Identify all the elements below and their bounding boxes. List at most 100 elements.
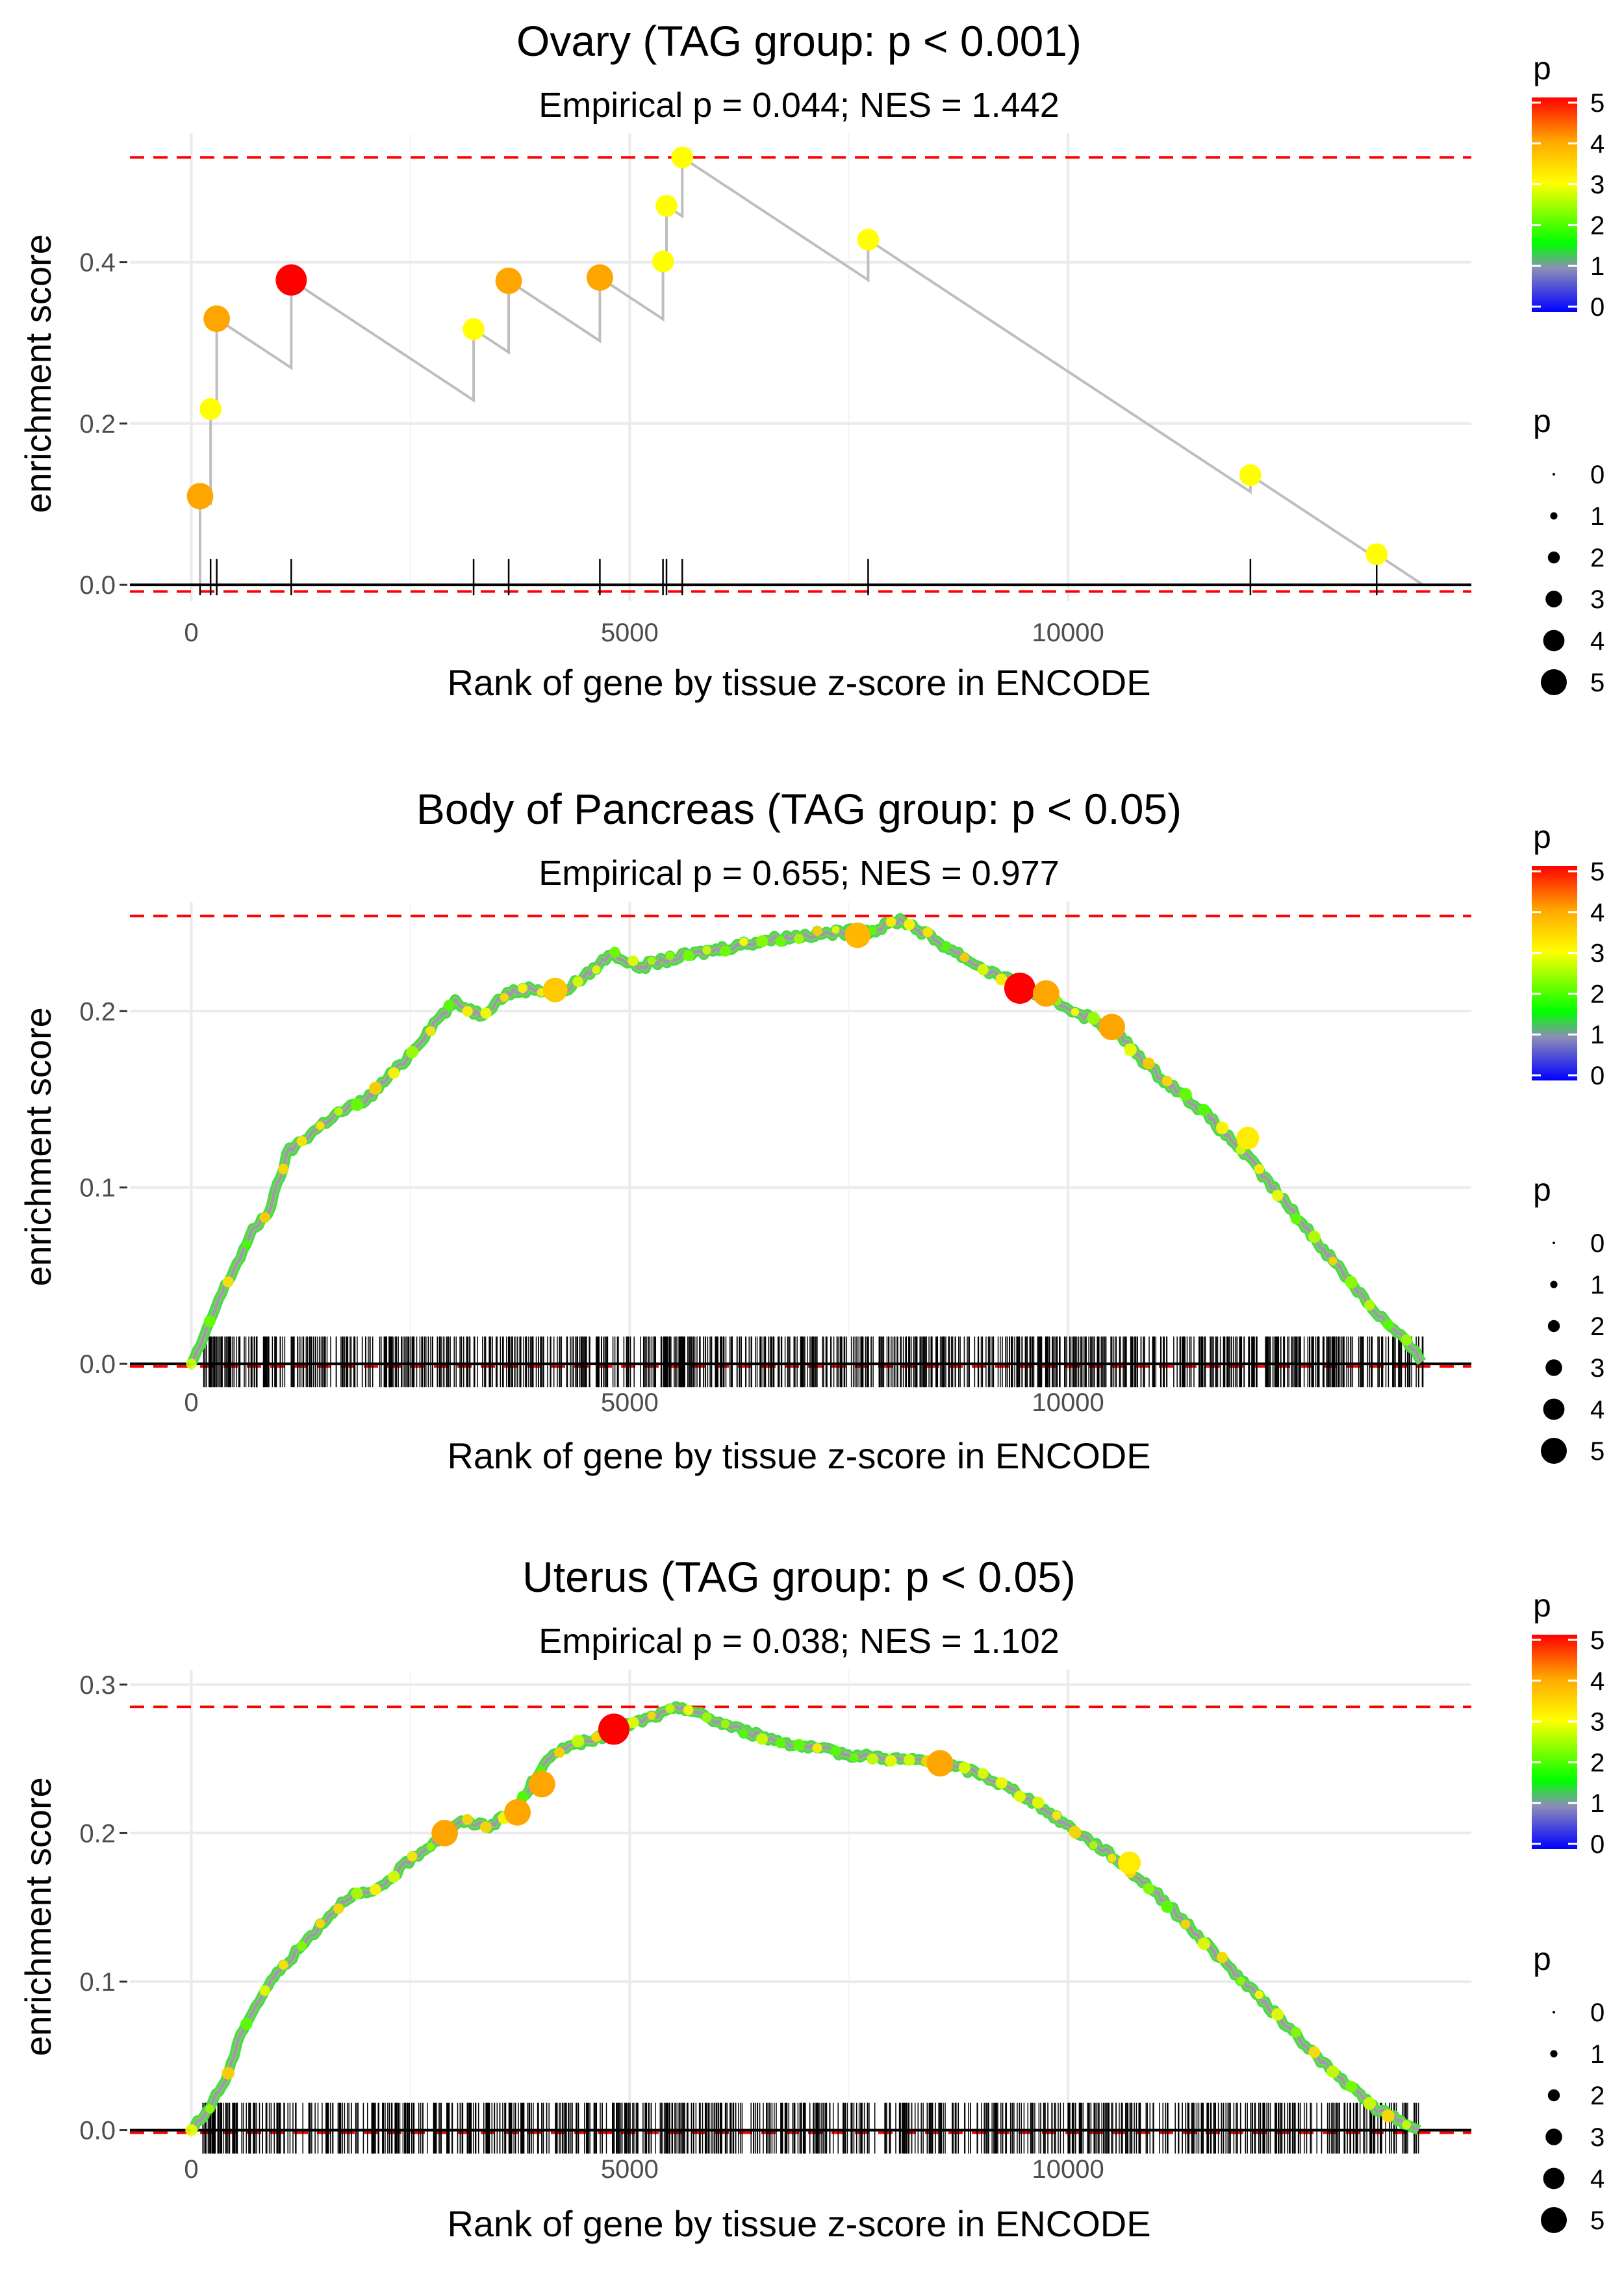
gene-point — [739, 937, 748, 947]
running-sum-band — [187, 1701, 1421, 2135]
gene-point — [756, 1733, 768, 1745]
chart-title: Ovary (TAG group: p < 0.001) — [516, 17, 1082, 65]
size-legend-title: p — [1533, 1941, 1551, 1977]
color-tick-label: 1 — [1590, 1021, 1605, 1049]
hit-point — [587, 264, 613, 291]
hit-point — [671, 146, 694, 169]
hit-point — [655, 194, 678, 217]
gene-point — [278, 1164, 289, 1175]
gene-point — [592, 965, 601, 975]
highlight-point — [542, 977, 568, 1003]
gene-point — [867, 1753, 878, 1765]
gene-point — [793, 1739, 806, 1751]
gene-point — [203, 1315, 216, 1327]
gene-point — [186, 1359, 197, 1370]
y-axis-title: enrichment score — [18, 1777, 58, 2056]
legend: p 0 1 2 3 4 5 p 0 1 2 3 4 5 — [1532, 1587, 1605, 2235]
size-key-label: 1 — [1590, 2040, 1605, 2069]
highlight-point — [528, 1770, 555, 1798]
gene-point — [1197, 1103, 1210, 1116]
size-key-label: 0 — [1590, 1999, 1605, 2027]
gene-point — [904, 1754, 915, 1766]
color-tick-label: 1 — [1590, 1789, 1605, 1818]
x-tick-label: 5000 — [601, 2155, 659, 2184]
size-key-dot — [1547, 1320, 1560, 1333]
gene-point — [1215, 1121, 1229, 1134]
color-tick-label: 0 — [1590, 1830, 1605, 1859]
hit-point — [463, 318, 485, 340]
gene-point — [995, 1777, 1008, 1789]
gene-point — [1143, 1057, 1155, 1069]
gene-point — [205, 2104, 214, 2114]
size-key-label: 3 — [1590, 1354, 1605, 1383]
gene-point — [941, 941, 951, 951]
size-key-label: 5 — [1590, 1437, 1605, 1466]
gene-point — [242, 1240, 251, 1249]
gene-point — [1089, 1841, 1098, 1850]
color-tick-label: 1 — [1590, 252, 1605, 281]
highlight-point — [598, 1713, 630, 1745]
gene-point — [1326, 2065, 1339, 2078]
y-tick-label: 0.4 — [79, 249, 116, 277]
gene-point — [1032, 1796, 1045, 1809]
gene-point — [665, 1704, 675, 1713]
size-key-label: 5 — [1590, 669, 1605, 697]
hit-point — [275, 264, 307, 296]
hit-point — [186, 483, 214, 510]
x-tick-label: 0 — [184, 619, 198, 647]
gene-point — [812, 926, 822, 936]
gene-point — [259, 1985, 271, 1997]
gene-point — [683, 1705, 694, 1716]
hit-point — [652, 250, 674, 273]
color-tick-label: 3 — [1590, 1708, 1605, 1737]
gene-point — [794, 933, 804, 944]
highlight-point — [1118, 1851, 1141, 1874]
gene-point — [259, 1212, 270, 1223]
size-key-label: 4 — [1590, 2165, 1605, 2193]
gene-point — [1217, 1952, 1228, 1963]
gene-point — [316, 1121, 325, 1131]
y-axis-title: enrichment score — [18, 234, 58, 513]
color-bar — [1532, 866, 1577, 1080]
size-key-dot — [1550, 512, 1558, 520]
gene-point — [296, 1136, 307, 1147]
gene-point — [1308, 2046, 1321, 2058]
gene-point — [297, 1941, 307, 1951]
gene-point — [628, 955, 639, 966]
size-key-label: 1 — [1590, 502, 1605, 531]
size-key-dot — [1545, 1359, 1562, 1376]
gene-point — [647, 956, 656, 965]
gene-point — [591, 1731, 602, 1743]
gene-point — [1236, 1976, 1245, 1986]
plot-area: 0 5000 10000 0.0 0.2 0.4 — [79, 133, 1471, 647]
gene-point — [959, 952, 969, 962]
gene-point — [1363, 2097, 1377, 2110]
gene-point — [333, 1903, 344, 1914]
y-tick-label: 0.2 — [79, 410, 116, 439]
color-legend-title: p — [1533, 50, 1551, 86]
gene-point — [977, 964, 989, 976]
panel-body-of-pancreas: Body of Pancreas (TAG group: p < 0.05) E… — [18, 785, 1605, 1476]
color-tick-label: 3 — [1590, 939, 1605, 968]
gene-point — [647, 1711, 656, 1720]
gene-point — [1271, 1190, 1284, 1201]
gene-point — [665, 951, 674, 960]
color-bar — [1532, 1635, 1577, 1849]
color-tick-label: 2 — [1590, 211, 1605, 240]
size-key-dot — [1545, 2128, 1562, 2145]
x-tick-label: 10000 — [1032, 2155, 1104, 2184]
size-key-dot — [1543, 1398, 1565, 1420]
size-key-label: 3 — [1590, 2123, 1605, 2152]
y-tick-label: 0.1 — [79, 1968, 116, 1997]
gene-point — [1069, 1826, 1082, 1839]
gene-point — [831, 925, 840, 934]
size-key-dot — [1547, 2089, 1560, 2102]
size-key-label: 0 — [1590, 461, 1605, 489]
gene-point — [572, 976, 583, 988]
size-key-label: 0 — [1590, 1229, 1605, 1258]
gene-point — [1381, 2109, 1395, 2123]
gene-point — [739, 1728, 749, 1739]
gene-point — [406, 1045, 419, 1059]
size-key-dot — [1547, 551, 1560, 564]
